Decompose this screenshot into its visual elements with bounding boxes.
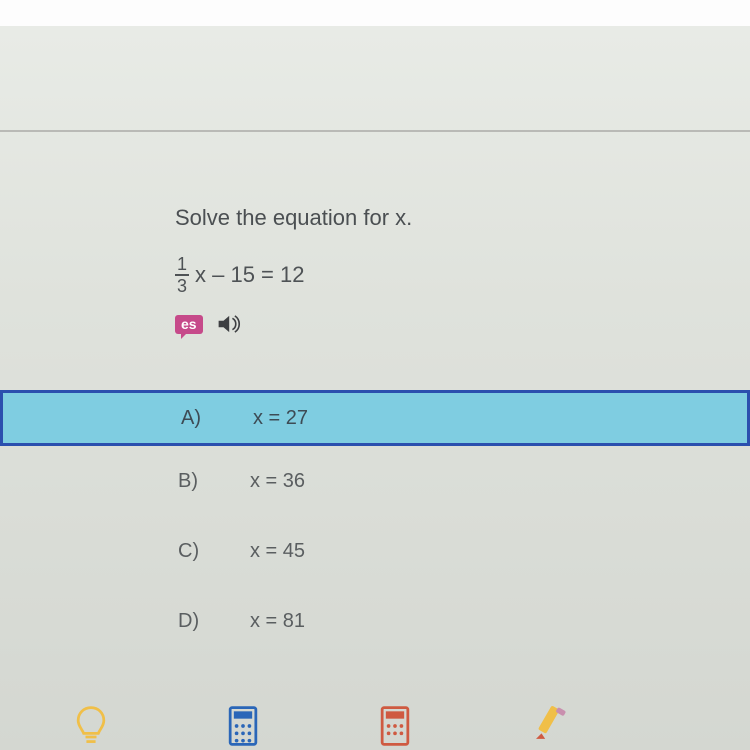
audio-icon[interactable] xyxy=(217,313,243,335)
choice-c[interactable]: C) x = 45 xyxy=(0,516,750,586)
question-prompt: Solve the equation for x. xyxy=(175,205,412,231)
fraction: 1 3 xyxy=(175,255,189,295)
choice-letter: C) xyxy=(178,540,250,563)
hint-icon[interactable] xyxy=(70,702,112,748)
choice-text: x = 36 xyxy=(250,470,305,493)
fraction-denominator: 3 xyxy=(175,277,189,295)
choice-letter: A) xyxy=(181,407,253,430)
choice-d[interactable]: D) x = 81 xyxy=(0,586,750,656)
language-badge[interactable]: es xyxy=(175,315,203,334)
choice-text: x = 81 xyxy=(250,610,305,633)
choice-letter: D) xyxy=(178,610,250,633)
question-tools: es xyxy=(175,313,412,335)
question-block: Solve the equation for x. 1 3 x – 15 = 1… xyxy=(175,205,412,335)
calculator-red-icon[interactable] xyxy=(374,702,416,748)
pencil-icon[interactable] xyxy=(526,702,568,748)
quiz-screen: Solve the equation for x. 1 3 x – 15 = 1… xyxy=(0,0,750,750)
choice-text: x = 27 xyxy=(253,407,308,430)
choice-text: x = 45 xyxy=(250,540,305,563)
choice-a[interactable]: A) x = 27 xyxy=(0,390,750,446)
top-bar xyxy=(0,0,750,26)
choice-b[interactable]: B) x = 36 xyxy=(0,446,750,516)
choice-letter: B) xyxy=(178,470,250,493)
calculator-blue-icon[interactable] xyxy=(222,702,264,748)
fraction-numerator: 1 xyxy=(175,255,189,273)
bottom-toolbar xyxy=(0,692,750,750)
equation-rest: x – 15 = 12 xyxy=(195,262,304,288)
answer-choices: A) x = 27 B) x = 36 C) x = 45 D) x = 81 xyxy=(0,390,750,656)
question-equation: 1 3 x – 15 = 12 xyxy=(175,255,412,295)
section-divider xyxy=(0,130,750,132)
